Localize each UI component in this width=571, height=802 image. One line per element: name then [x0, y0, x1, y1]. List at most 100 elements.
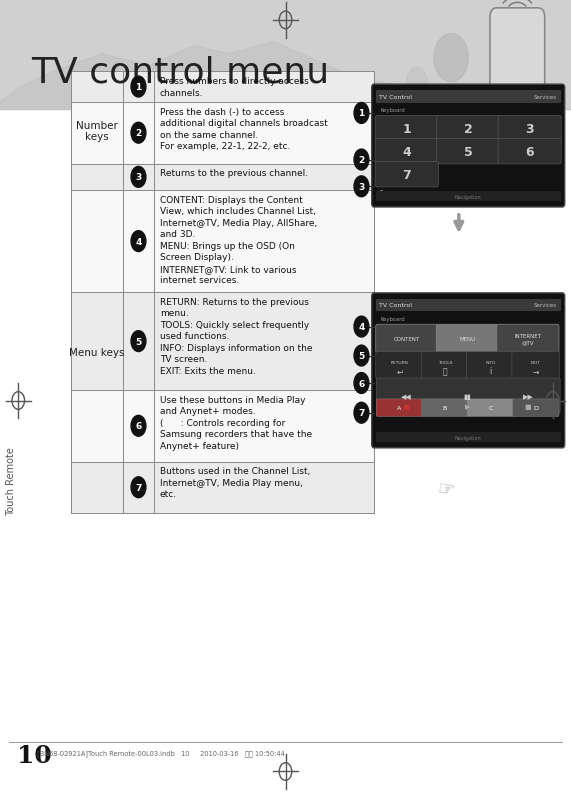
Text: Touch Remote: Touch Remote: [6, 447, 17, 516]
Text: D: D: [533, 406, 538, 411]
Circle shape: [131, 477, 146, 498]
FancyBboxPatch shape: [497, 325, 559, 354]
Text: [BN68-02921A]Touch Remote-00L03.indb   10     2010-03-16   오전 10:50:44: [BN68-02921A]Touch Remote-00L03.indb 10 …: [37, 749, 285, 755]
Text: 6: 6: [135, 422, 142, 431]
Text: 1: 1: [135, 83, 142, 92]
Circle shape: [131, 415, 146, 436]
Text: 2: 2: [359, 156, 364, 165]
Text: A: A: [397, 406, 401, 411]
Circle shape: [131, 123, 146, 144]
Text: RETURN: Returns to the previous
menu.
TOOLS: Quickly select frequently
used func: RETURN: Returns to the previous menu. TO…: [160, 298, 312, 375]
Circle shape: [354, 176, 369, 197]
FancyBboxPatch shape: [372, 85, 565, 208]
Text: Press the dash (-) to access
additional digital channels broadcast
on the same c: Press the dash (-) to access additional …: [160, 107, 328, 151]
FancyBboxPatch shape: [376, 399, 423, 417]
Circle shape: [354, 317, 369, 338]
Text: 10: 10: [17, 743, 51, 768]
FancyBboxPatch shape: [372, 294, 565, 448]
Text: 7: 7: [135, 483, 142, 492]
FancyBboxPatch shape: [467, 399, 514, 417]
FancyBboxPatch shape: [71, 72, 374, 103]
Text: 7: 7: [358, 409, 365, 418]
Text: ■: ■: [525, 403, 531, 410]
Text: RETURN: RETURN: [391, 360, 408, 364]
FancyBboxPatch shape: [421, 352, 469, 379]
Text: EXIT: EXIT: [531, 360, 541, 364]
FancyBboxPatch shape: [375, 162, 439, 188]
Text: 5: 5: [464, 145, 473, 159]
FancyBboxPatch shape: [376, 352, 424, 379]
Polygon shape: [0, 43, 571, 111]
Text: INTERNET
@TV: INTERNET @TV: [514, 334, 541, 345]
Text: 4: 4: [135, 237, 142, 246]
Text: Keyboard: Keyboard: [381, 317, 405, 322]
Text: Menu keys: Menu keys: [69, 347, 125, 357]
Text: Press numbers to directly access
channels.: Press numbers to directly access channel…: [160, 77, 309, 97]
Text: 3: 3: [525, 123, 534, 136]
Text: 4: 4: [403, 145, 411, 159]
FancyBboxPatch shape: [376, 91, 561, 103]
Text: 7: 7: [403, 168, 411, 181]
Text: 6: 6: [359, 379, 364, 388]
Circle shape: [131, 168, 146, 188]
Text: 5: 5: [135, 337, 142, 346]
Text: TV Control: TV Control: [379, 95, 412, 99]
FancyBboxPatch shape: [512, 352, 560, 379]
FancyBboxPatch shape: [71, 462, 374, 513]
Circle shape: [354, 346, 369, 367]
Text: Services: Services: [534, 303, 557, 308]
Text: B: B: [443, 406, 447, 411]
Circle shape: [354, 150, 369, 171]
Circle shape: [434, 34, 468, 83]
Circle shape: [354, 373, 369, 394]
Text: Use these buttons in Media Play
and Anynet+ modes.
(      : Controls recording f: Use these buttons in Media Play and Anyn…: [160, 395, 312, 450]
Text: ▶▶: ▶▶: [522, 393, 533, 399]
Circle shape: [354, 103, 369, 124]
FancyBboxPatch shape: [467, 352, 514, 379]
Text: MENU: MENU: [459, 337, 476, 342]
FancyBboxPatch shape: [436, 325, 498, 354]
Text: Buttons used in the Channel List,
Internet@TV, Media Play menu,
etc.: Buttons used in the Channel List, Intern…: [160, 467, 310, 499]
Text: ▮▮: ▮▮: [464, 393, 471, 399]
FancyBboxPatch shape: [376, 299, 561, 312]
Text: CONTENT: Displays the Content
View, which includes Channel List,
Internet@TV, Me: CONTENT: Displays the Content View, whic…: [160, 196, 317, 285]
Text: Services: Services: [534, 95, 557, 99]
Text: ▶: ▶: [465, 403, 470, 410]
Text: 3: 3: [135, 173, 142, 182]
Text: 2: 2: [464, 123, 473, 136]
Text: 6: 6: [525, 145, 534, 159]
Circle shape: [131, 231, 146, 252]
Text: ☞: ☞: [435, 478, 456, 500]
FancyBboxPatch shape: [375, 116, 439, 142]
FancyBboxPatch shape: [71, 391, 374, 462]
FancyBboxPatch shape: [71, 191, 374, 293]
FancyBboxPatch shape: [71, 293, 374, 391]
Circle shape: [407, 68, 427, 97]
FancyBboxPatch shape: [375, 140, 439, 164]
Text: -: -: [380, 185, 383, 195]
Text: Navigation: Navigation: [455, 195, 481, 200]
Text: C: C: [488, 406, 493, 411]
Text: Keyboard: Keyboard: [381, 108, 405, 113]
Text: TV control menu: TV control menu: [31, 55, 329, 89]
Text: Number
keys: Number keys: [76, 121, 118, 142]
Text: CONTENT: CONTENT: [394, 337, 420, 342]
FancyBboxPatch shape: [437, 140, 500, 164]
FancyBboxPatch shape: [490, 9, 545, 104]
FancyBboxPatch shape: [376, 192, 561, 202]
FancyBboxPatch shape: [71, 164, 374, 191]
Text: TV Control: TV Control: [379, 303, 412, 308]
FancyBboxPatch shape: [376, 325, 438, 354]
FancyBboxPatch shape: [0, 0, 571, 111]
Text: ●: ●: [404, 403, 410, 410]
Text: 5: 5: [359, 351, 364, 361]
Text: Returns to the previous channel.: Returns to the previous channel.: [160, 169, 308, 178]
FancyBboxPatch shape: [498, 140, 561, 164]
FancyBboxPatch shape: [437, 116, 500, 142]
Text: i: i: [489, 367, 492, 376]
FancyBboxPatch shape: [71, 103, 374, 164]
FancyBboxPatch shape: [376, 432, 561, 443]
Text: Navigation: Navigation: [455, 435, 481, 440]
FancyBboxPatch shape: [376, 379, 560, 414]
FancyBboxPatch shape: [421, 399, 468, 417]
